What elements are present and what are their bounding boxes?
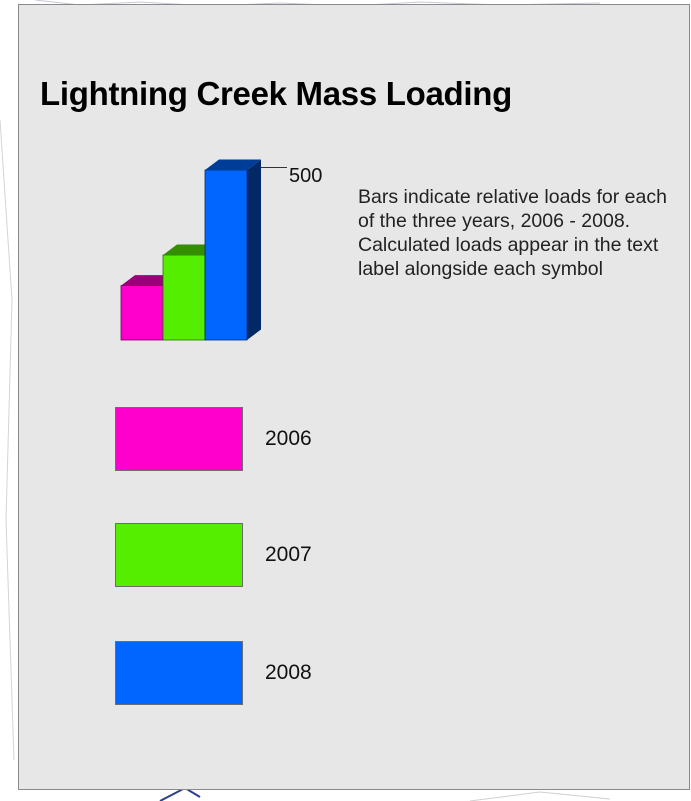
year-label: 2006 — [265, 427, 312, 450]
scale-label: 500 — [289, 165, 323, 187]
bar-2008 — [204, 159, 261, 341]
legend-item-2008: 2008 — [115, 641, 415, 711]
color-swatch — [115, 523, 243, 587]
year-label: 2008 — [265, 661, 312, 684]
legend-item-2007: 2007 — [115, 523, 415, 593]
legend-note: Bars indicate relative loads for each of… — [358, 186, 667, 280]
legend-panel: Lightning Creek Mass Loading 500 Bars in… — [18, 4, 690, 790]
color-swatch — [115, 641, 243, 705]
map-line — [0, 119, 15, 761]
year-label: 2007 — [265, 543, 312, 566]
legend-item-2006: 2006 — [115, 407, 415, 477]
legend-title: Lightning Creek Mass Loading — [40, 75, 512, 112]
map-line — [469, 791, 611, 801]
loading-bar-chart-symbol — [120, 159, 287, 341]
color-swatch — [115, 407, 243, 471]
